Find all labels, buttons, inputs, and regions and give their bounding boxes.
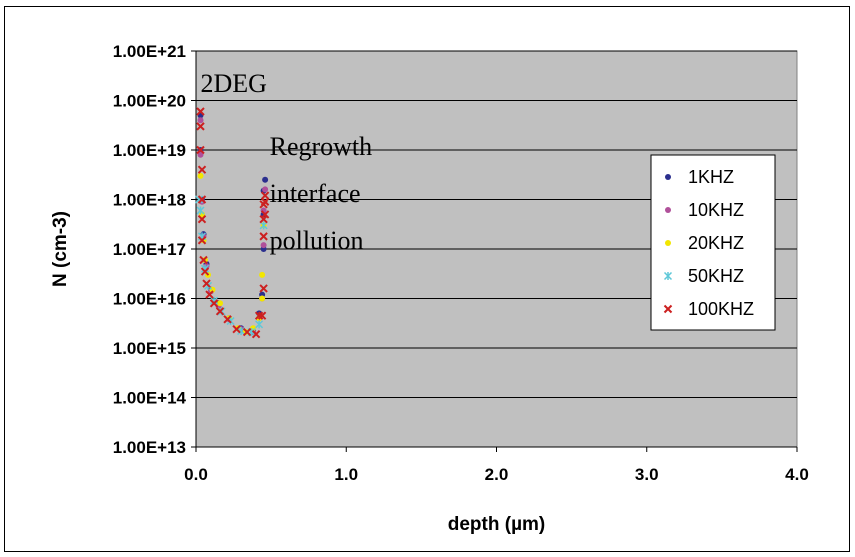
data-point xyxy=(254,311,264,320)
data-point xyxy=(197,214,207,224)
data-point xyxy=(262,176,269,183)
x-tick-label: 2.0 xyxy=(485,465,509,484)
legend-label: 100KHZ xyxy=(688,299,754,319)
x-tick-label: 1.0 xyxy=(334,465,358,484)
x-axis-title: depth (µm) xyxy=(448,514,546,535)
legend-marker xyxy=(665,240,671,246)
data-point xyxy=(197,172,204,179)
series-100khz xyxy=(196,107,270,339)
data-point xyxy=(197,165,207,174)
y-axis-title: N (cm-3) xyxy=(50,211,71,287)
y-tick-label: 1.00E+17 xyxy=(113,240,186,259)
data-point xyxy=(262,186,269,193)
data-point xyxy=(260,210,270,219)
x-tick-label: 0.0 xyxy=(184,465,208,484)
y-tick-label: 1.00E+15 xyxy=(113,339,186,358)
data-point xyxy=(197,151,204,158)
x-tick-labels: 0.0 1.0 2.0 3.0 4.0 xyxy=(184,465,809,484)
legend-label: 50KHZ xyxy=(688,266,744,286)
data-point xyxy=(202,256,209,263)
legend-marker xyxy=(665,174,671,180)
data-point xyxy=(196,122,205,131)
data-point xyxy=(242,327,252,337)
y-tick-label: 1.00E+14 xyxy=(113,389,187,408)
legend-marker xyxy=(663,271,673,281)
data-point xyxy=(259,295,266,302)
y-tick-label: 1.00E+18 xyxy=(113,191,186,210)
data-point xyxy=(255,320,264,329)
legend-label: 1KHZ xyxy=(688,167,734,187)
data-points xyxy=(194,107,270,339)
y-tick-label: 1.00E+16 xyxy=(113,290,186,309)
data-point xyxy=(260,191,270,200)
data-point xyxy=(259,221,268,230)
annotation-label: interface xyxy=(270,179,361,208)
y-tick-label: 1.00E+19 xyxy=(113,141,186,160)
data-point xyxy=(217,300,224,307)
legend: 1KHZ 10KHZ 20KHZ 50KHZ 100KHZ xyxy=(650,154,776,331)
data-point xyxy=(260,242,267,249)
y-tick-label: 1.00E+20 xyxy=(113,92,186,111)
legend-marker xyxy=(665,207,671,213)
data-point xyxy=(215,307,225,316)
data-point xyxy=(197,117,204,124)
data-point xyxy=(196,107,205,116)
data-point xyxy=(202,279,211,288)
annotation-label: 2DEG xyxy=(201,69,267,98)
legend-marker xyxy=(663,304,673,314)
annotation-label: pollution xyxy=(270,226,364,255)
data-point xyxy=(260,197,270,206)
legend-label: 20KHZ xyxy=(688,233,744,253)
data-point xyxy=(197,236,207,245)
y-tick-label: 1.00E+21 xyxy=(113,42,186,61)
data-point xyxy=(196,145,205,155)
data-point xyxy=(200,267,210,276)
annotation-label: Regrowth xyxy=(270,132,373,161)
legend-box xyxy=(650,154,776,331)
data-point xyxy=(259,284,268,293)
data-point xyxy=(223,315,232,324)
data-point xyxy=(199,255,208,265)
data-point xyxy=(237,327,246,336)
x-tick-label: 3.0 xyxy=(635,465,659,484)
y-tick-label: 1.00E+13 xyxy=(113,438,186,457)
data-point xyxy=(251,329,261,339)
data-point xyxy=(196,206,205,215)
data-point xyxy=(197,195,207,204)
legend-label: 10KHZ xyxy=(688,200,744,220)
x-tick-label: 4.0 xyxy=(785,465,809,484)
y-tick-labels: 1.00E+13 1.00E+14 1.00E+15 1.00E+16 1.00E+17… xyxy=(113,42,187,457)
data-point xyxy=(259,232,268,241)
data-point xyxy=(209,299,219,308)
data-point xyxy=(259,271,266,278)
data-point xyxy=(257,311,267,320)
annotations: 2DEG Regrowth interface pollution xyxy=(201,69,373,255)
data-point xyxy=(232,324,241,334)
data-point xyxy=(205,290,214,299)
